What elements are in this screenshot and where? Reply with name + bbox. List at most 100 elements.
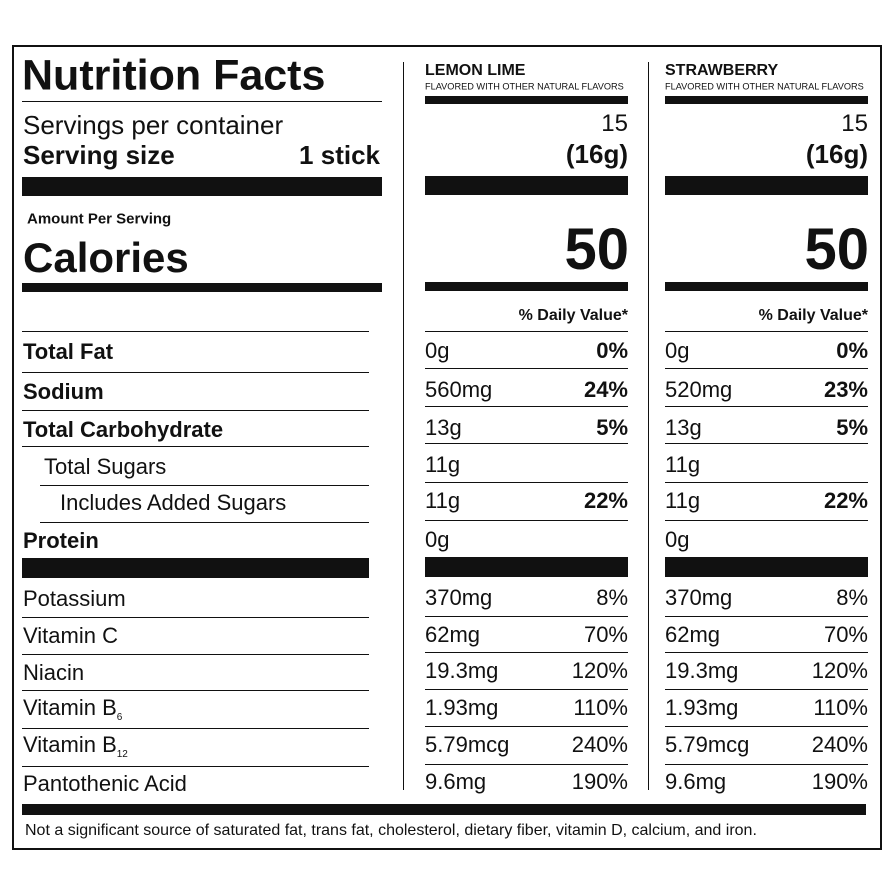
- rule: [425, 689, 628, 690]
- daily-value: 23%: [823, 377, 868, 402]
- nutrient-name: Protein: [23, 528, 99, 553]
- rule: [425, 764, 628, 765]
- nutrient-name: Total Fat: [23, 339, 114, 364]
- vitamin-name: Pantothenic Acid: [23, 773, 187, 795]
- daily-value: 0%: [836, 338, 868, 363]
- rule: [22, 331, 369, 332]
- thick-bar: [665, 557, 868, 577]
- rule: [425, 652, 628, 653]
- daily-value: 190%: [571, 769, 628, 794]
- rule: [665, 652, 868, 653]
- amount: 560mg: [425, 377, 493, 402]
- rule: [425, 368, 628, 369]
- amount: 13g: [425, 415, 462, 440]
- amount: 9.6mg: [665, 769, 727, 794]
- amount: 62mg: [425, 622, 481, 647]
- subscript: 12: [116, 749, 128, 761]
- amount: 370mg: [665, 585, 733, 610]
- daily-value: 120%: [811, 658, 868, 683]
- nutrition-label: [12, 45, 882, 850]
- vitamin-label: Pantothenic Acid: [23, 771, 187, 796]
- amount: 5.79mcg: [665, 732, 750, 757]
- daily-value-header: % Daily Value*: [758, 307, 868, 324]
- amount: 11g: [665, 452, 701, 477]
- daily-value: 70%: [583, 622, 628, 647]
- vitamin-label: Niacin: [23, 660, 85, 685]
- amount: 1.93mg: [665, 695, 739, 720]
- daily-value: 8%: [596, 585, 628, 610]
- amount: 19.3mg: [425, 658, 499, 683]
- nutrient-name: Total Carbohydrate: [23, 417, 224, 442]
- rule: [425, 520, 628, 521]
- rule: [425, 482, 628, 483]
- rule: [22, 617, 369, 618]
- vitamin-label: Vitamin B: [23, 694, 117, 720]
- thick-bar: [22, 177, 382, 196]
- rule: [22, 690, 369, 691]
- thick-bar: [425, 557, 628, 577]
- subscript: 6: [116, 712, 123, 724]
- daily-value: 190%: [811, 769, 868, 794]
- rule: [425, 331, 628, 332]
- nutrient-name: Total Sugars: [44, 454, 167, 479]
- column-divider: [648, 62, 649, 790]
- servings: 15: [601, 110, 628, 137]
- product-subtitle: FLAVORED WITH OTHER NATURAL FLAVORS: [665, 81, 864, 92]
- daily-value: 70%: [823, 622, 868, 647]
- servings-label: Servings per container: [23, 110, 284, 140]
- footnote: Not a significant source of saturated fa…: [25, 822, 757, 839]
- thick-bar: [425, 96, 628, 104]
- daily-value: 22%: [823, 488, 868, 513]
- amount: 11g: [425, 488, 461, 513]
- amount: 9.6mg: [425, 769, 487, 794]
- column-divider: [403, 62, 404, 790]
- vitamin-label: Potassium: [23, 586, 126, 611]
- amount: 1.93mg: [425, 695, 499, 720]
- daily-value: 240%: [571, 732, 628, 757]
- thick-bar: [665, 96, 868, 104]
- rule: [22, 654, 369, 655]
- thick-bar: [425, 282, 628, 291]
- nutrient-name: Includes Added Sugars: [60, 490, 287, 515]
- serving-size: 1 stick: [299, 140, 380, 170]
- daily-value: 110%: [813, 695, 868, 720]
- rule: [665, 368, 868, 369]
- amount: 19.3mg: [665, 658, 739, 683]
- vitamin-name: Vitamin C: [23, 625, 118, 647]
- rule: [425, 726, 628, 727]
- serving-size-label: Serving size: [23, 140, 175, 170]
- rule: [22, 410, 369, 411]
- rule: [22, 766, 369, 767]
- amount: 13g: [665, 415, 702, 440]
- rule: [665, 616, 868, 617]
- amount: 11g: [665, 488, 701, 513]
- thick-bar: [425, 176, 628, 195]
- rule: [665, 331, 868, 332]
- rule: [40, 522, 369, 523]
- serving-size: (16g): [805, 139, 868, 169]
- rule: [665, 443, 868, 444]
- rule: [665, 764, 868, 765]
- nutrient-name: Sodium: [23, 379, 104, 404]
- rule: [22, 372, 369, 373]
- amount: 62mg: [665, 622, 721, 647]
- thick-bar: [22, 804, 866, 815]
- amount: 520mg: [665, 377, 733, 402]
- daily-value: 5%: [836, 415, 868, 440]
- vitamin-label: Vitamin B: [23, 731, 117, 757]
- rule: [40, 485, 369, 486]
- daily-value: 22%: [583, 488, 628, 513]
- rule: [22, 101, 382, 102]
- amount: 0g: [665, 527, 690, 552]
- thick-bar: [22, 283, 382, 292]
- amount-per-serving: Amount Per Serving: [27, 210, 172, 228]
- calories: 50: [804, 217, 869, 282]
- thick-bar: [665, 282, 868, 291]
- daily-value: 0%: [596, 338, 628, 363]
- daily-value: 240%: [811, 732, 868, 757]
- vitamin-name: Potassium: [23, 588, 126, 610]
- rule: [425, 443, 628, 444]
- rule: [665, 482, 868, 483]
- rule: [665, 406, 868, 407]
